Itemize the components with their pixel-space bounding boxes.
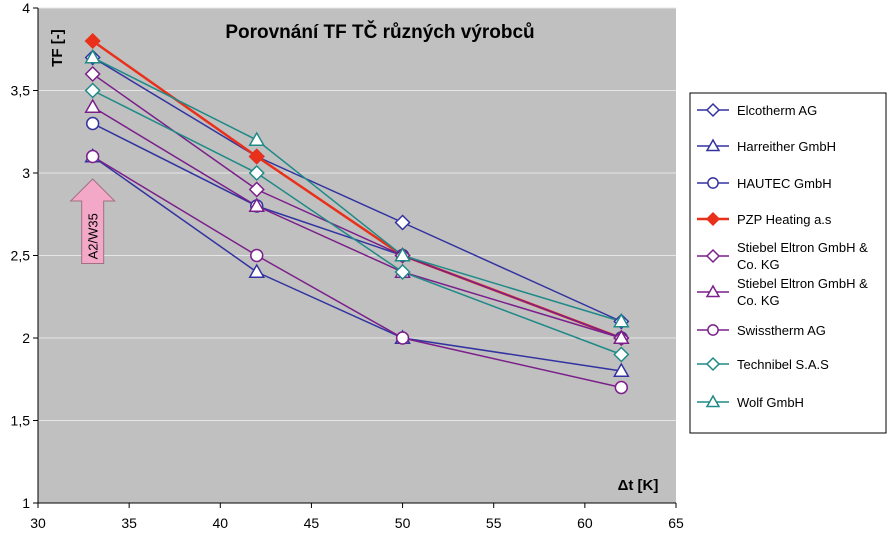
series-line-5	[92, 106, 622, 339]
y-tick-label: 1,5	[11, 413, 31, 429]
series-lines	[91, 39, 622, 389]
data-point-diamond	[613, 346, 630, 363]
x-tick-label: 40	[212, 515, 228, 531]
data-point-diamond	[84, 82, 101, 99]
x-tick-label: 30	[30, 515, 46, 531]
data-point-triangle	[84, 98, 101, 113]
data-point-circle	[707, 324, 719, 336]
y-tick-label: 2	[22, 330, 30, 346]
legend-label: Swisstherm AG	[737, 323, 826, 338]
x-tick-label: 45	[304, 515, 320, 531]
y-tick-label: 1	[22, 495, 30, 511]
data-point-diamond	[394, 214, 411, 231]
data-point-circle	[250, 248, 264, 263]
data-point-diamond	[248, 181, 265, 198]
chart-title: Porovnání TF TČ různých výrobců	[225, 21, 534, 43]
data-point-diamond	[248, 148, 265, 165]
data-point-triangle	[613, 329, 630, 344]
data-point-diamond	[705, 248, 721, 264]
data-point-triangle	[394, 246, 411, 262]
y-tick-label: 4	[22, 0, 30, 16]
legend-label: Co. KG	[737, 293, 780, 308]
data-point-diamond	[394, 263, 411, 281]
series-line-1	[92, 155, 622, 372]
data-point-triangle	[705, 138, 721, 152]
data-point-circle	[395, 331, 410, 345]
x-tick-label: 55	[486, 515, 502, 531]
legend-label: Wolf GmbH	[737, 395, 804, 410]
legend-label: Stiebel Eltron GmbH &	[737, 276, 868, 291]
annotation-arrow: A2/W35	[69, 178, 116, 264]
legend-label: Harreither GmbH	[737, 139, 836, 154]
legend-label: Co. KG	[737, 257, 780, 272]
series-line-6	[92, 155, 622, 389]
legend-label: Stiebel Eltron GmbH &	[737, 240, 868, 255]
data-point-circle	[85, 149, 100, 164]
data-point-diamond	[705, 211, 721, 227]
data-point-diamond	[705, 102, 721, 118]
data-point-circle	[85, 116, 100, 131]
data-point-diamond	[248, 164, 265, 182]
x-tick-label: 35	[121, 515, 137, 531]
data-point-triangle	[613, 362, 630, 377]
data-point-diamond	[705, 356, 721, 372]
y-tick-label: 2,5	[11, 248, 31, 264]
data-point-circle	[707, 177, 719, 189]
data-point-triangle	[248, 263, 266, 278]
legend-label: Technibel S.A.S	[737, 357, 829, 372]
annotation-label: A2/W35	[86, 213, 101, 259]
series-line-0	[92, 56, 622, 323]
x-tick-label: 50	[395, 515, 411, 531]
legend-label: Elcotherm AG	[737, 103, 817, 118]
legend-label: HAUTEC GmbH	[737, 176, 832, 191]
y-axis-title: TF [-]	[49, 29, 66, 66]
x-axis-title: Δt [K]	[618, 477, 659, 494]
series-line-8	[92, 56, 622, 323]
data-point-triangle	[248, 131, 266, 146]
data-point-diamond	[84, 65, 101, 83]
data-point-triangle	[705, 394, 721, 408]
gridlines	[38, 7, 676, 421]
x-tick-label: 65	[668, 515, 684, 531]
up-arrow-icon	[69, 178, 116, 264]
data-point-triangle	[84, 48, 101, 64]
axis-ticks	[33, 7, 677, 508]
legend-label: PZP Heating a.s	[737, 212, 832, 227]
legend-box	[689, 92, 887, 434]
data-point-diamond	[84, 32, 101, 50]
legend: Elcotherm AG Harreither GmbH HAUTEC GmbH PZ…	[689, 92, 887, 434]
series-markers	[84, 32, 630, 395]
data-point-circle	[614, 380, 629, 395]
tick-labels: 1 1,5 2 2,5 3 3,5 4 30 35 40 45 50 55 60 65	[11, 0, 684, 531]
y-tick-label: 3	[22, 165, 30, 181]
data-point-triangle	[613, 312, 630, 328]
series-line-7	[92, 89, 622, 356]
data-point-triangle	[705, 284, 721, 298]
data-point-triangle	[248, 197, 266, 212]
y-tick-label: 3,5	[11, 83, 31, 99]
x-tick-label: 60	[577, 515, 593, 531]
